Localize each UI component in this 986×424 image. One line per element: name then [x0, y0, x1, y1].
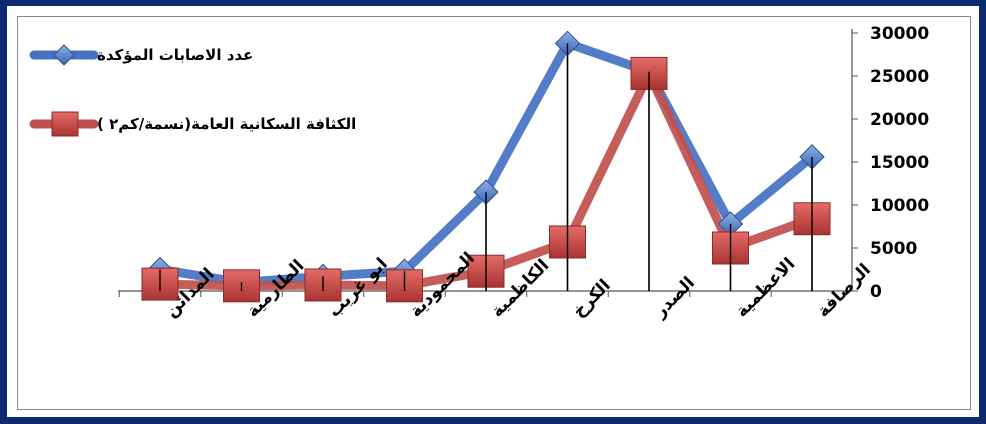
y-tick-label: 20000 [870, 110, 929, 130]
y-tick-label: 15000 [870, 153, 929, 173]
chart-area [17, 16, 971, 410]
x-category-label: الكرخ [569, 276, 615, 322]
axes: 30000 25000 20000 15000 10000 5000 0 [118, 24, 929, 302]
legend-label-1: الكثافة السكانية العامة(نسمة/كم٢ ) [97, 115, 356, 133]
y-tick-label: 0 [870, 282, 882, 302]
legend-marker-0 [53, 44, 75, 66]
legend-label-0: عدد الاصابات المؤكدة [97, 46, 253, 64]
legend-marker-1 [51, 111, 79, 137]
x-category-label: الصدر [650, 273, 699, 322]
y-tick-label: 5000 [870, 239, 917, 259]
legend: عدد الاصابات المؤكدة الكثافة السكانية الع… [29, 44, 356, 137]
series-layer [141, 30, 831, 303]
y-tick-label: 30000 [870, 24, 929, 44]
y-tick-label: 10000 [870, 196, 929, 216]
y-tick-label: 25000 [870, 67, 929, 87]
